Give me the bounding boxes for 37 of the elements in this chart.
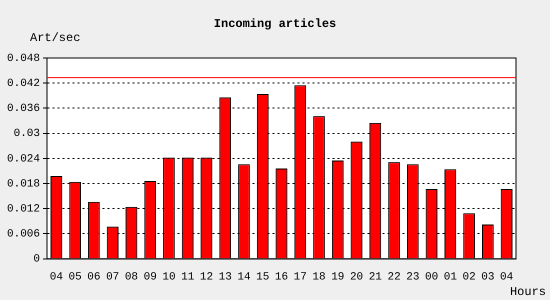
y-tick-label: 0.048: [6, 52, 40, 65]
x-tick-label: 14: [237, 271, 251, 284]
x-tick-label: 08: [124, 271, 138, 284]
chart-title: Incoming articles: [214, 17, 336, 32]
x-axis-title: Hours: [510, 285, 546, 300]
x-tick-label: 20: [350, 271, 364, 284]
x-tick-label: 11: [181, 271, 195, 284]
x-tick-label: 06: [87, 271, 101, 284]
x-tick-label: 04: [500, 271, 514, 284]
x-tick-label: 00: [424, 271, 438, 284]
y-axis-title: Art/sec: [30, 31, 80, 46]
x-tick-label: 15: [256, 271, 270, 284]
x-tick-label: 04: [50, 271, 64, 284]
y-tick-label: 0: [33, 254, 40, 266]
x-tick-label: 03: [481, 271, 494, 284]
x-tick-label: 05: [68, 271, 82, 284]
x-tick-label: 18: [312, 271, 326, 284]
x-tick-label: 19: [331, 271, 344, 284]
y-tick-label: 0.03: [14, 128, 40, 140]
y-tick-label: 0.018: [6, 178, 40, 190]
x-tick-label: 10: [162, 271, 176, 284]
x-tick-label: 09: [144, 271, 157, 284]
x-tick-label: 12: [200, 271, 214, 284]
x-tick-label: 13: [218, 271, 232, 284]
x-tick-label: 22: [387, 271, 401, 284]
x-tick-label: 02: [462, 271, 476, 284]
x-tick-label: 17: [294, 271, 307, 284]
y-tick-label: 0.012: [6, 204, 40, 216]
y-tick-label: 0.036: [6, 103, 40, 116]
x-tick-label: 23: [406, 271, 420, 284]
y-tick-label: 0.006: [6, 228, 40, 241]
x-tick-label: 01: [444, 271, 458, 284]
y-tick-label: 0.042: [6, 78, 40, 90]
x-tick-label: 21: [368, 271, 382, 284]
x-tick-label: 07: [106, 271, 120, 284]
x-tick-label: 16: [274, 271, 288, 284]
y-tick-label: 0.024: [6, 153, 40, 166]
